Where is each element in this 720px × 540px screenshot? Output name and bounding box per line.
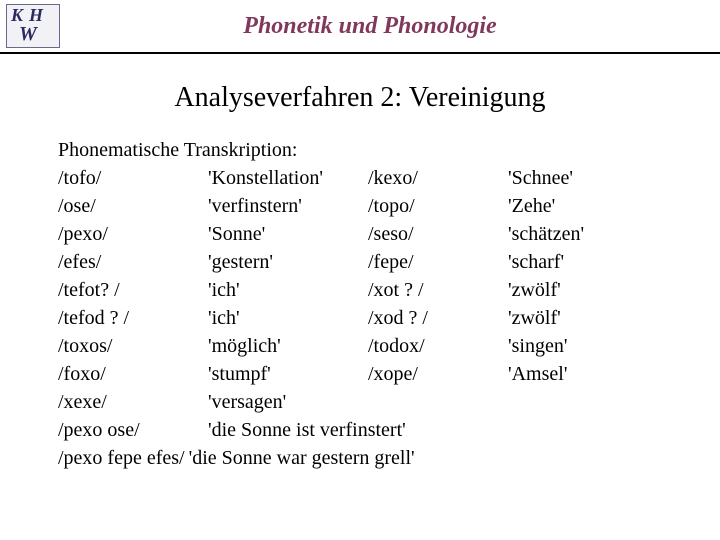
cell-gloss: 'Konstellation'	[208, 164, 368, 192]
cell-transcription: /seso/	[368, 220, 508, 248]
subheading: Phonematische Transkription:	[58, 136, 720, 164]
table-row: /pexo fepe efes/ 'die Sonne war gestern …	[58, 444, 720, 472]
cell-gloss: 'zwölf'	[508, 304, 720, 332]
cell-gloss: 'versagen'	[208, 388, 368, 416]
table-row: /tefod ? / 'ich' /xod ? / 'zwölf'	[58, 304, 720, 332]
cell-transcription: /toxos/	[58, 332, 208, 360]
cell-transcription: /tefod ? /	[58, 304, 208, 332]
cell-gloss: 'Sonne'	[208, 220, 368, 248]
cell-gloss: 'schätzen'	[508, 220, 720, 248]
cell-gloss: 'ich'	[208, 276, 368, 304]
cell-gloss: 'ich'	[208, 304, 368, 332]
cell-transcription: /xod ? /	[368, 304, 508, 332]
cell-gloss: 'gestern'	[208, 248, 368, 276]
page-title: Analyseverfahren 2: Vereinigung	[0, 82, 720, 114]
header-title: Phonetik und Phonologie	[60, 13, 720, 40]
logo-letter-w: W	[19, 23, 37, 46]
cell-gloss: 'die Sonne war gestern grell'	[189, 444, 415, 472]
cell-transcription: /xexe/	[58, 388, 208, 416]
cell-transcription: /ose/	[58, 192, 208, 220]
cell-transcription: /todox/	[368, 332, 508, 360]
cell-gloss: 'die Sonne ist verfinstert'	[208, 416, 406, 444]
table-row: /pexo/ 'Sonne' /seso/ 'schätzen'	[58, 220, 720, 248]
cell-transcription	[368, 388, 508, 416]
cell-gloss: 'möglich'	[208, 332, 368, 360]
cell-transcription: /efes/	[58, 248, 208, 276]
table-row: /ose/ 'verfinstern' /topo/ 'Zehe'	[58, 192, 720, 220]
cell-gloss: 'Amsel'	[508, 360, 720, 388]
table-row: /tofo/ 'Konstellation' /kexo/ 'Schnee'	[58, 164, 720, 192]
cell-transcription: /fepe/	[368, 248, 508, 276]
cell-transcription: /xot ? /	[368, 276, 508, 304]
cell-gloss: 'stumpf'	[208, 360, 368, 388]
cell-transcription: /pexo/	[58, 220, 208, 248]
header-bar: K H W Phonetik und Phonologie	[0, 0, 720, 54]
cell-gloss: 'Schnee'	[508, 164, 720, 192]
cell-transcription: /tofo/	[58, 164, 208, 192]
cell-gloss	[508, 388, 720, 416]
table-row: /pexo ose/ 'die Sonne ist verfinstert'	[58, 416, 720, 444]
cell-gloss: 'zwölf'	[508, 276, 720, 304]
cell-transcription: /xope/	[368, 360, 508, 388]
cell-gloss: 'scharf'	[508, 248, 720, 276]
table-row: /toxos/ 'möglich' /todox/ 'singen'	[58, 332, 720, 360]
cell-transcription: /tefot? /	[58, 276, 208, 304]
table-row: /tefot? / 'ich' /xot ? / 'zwölf'	[58, 276, 720, 304]
table-row: /xexe/ 'versagen'	[58, 388, 720, 416]
content-block: Phonematische Transkription: /tofo/ 'Kon…	[0, 136, 720, 472]
cell-transcription: /kexo/	[368, 164, 508, 192]
logo: K H W	[6, 4, 60, 48]
cell-transcription: /foxo/	[58, 360, 208, 388]
table-row: /foxo/ 'stumpf' /xope/ 'Amsel'	[58, 360, 720, 388]
cell-gloss: 'verfinstern'	[208, 192, 368, 220]
cell-transcription: /pexo fepe efes/	[58, 444, 185, 472]
table-row: /efes/ 'gestern' /fepe/ 'scharf'	[58, 248, 720, 276]
cell-transcription: /topo/	[368, 192, 508, 220]
cell-gloss: 'singen'	[508, 332, 720, 360]
cell-transcription: /pexo ose/	[58, 416, 208, 444]
cell-gloss: 'Zehe'	[508, 192, 720, 220]
